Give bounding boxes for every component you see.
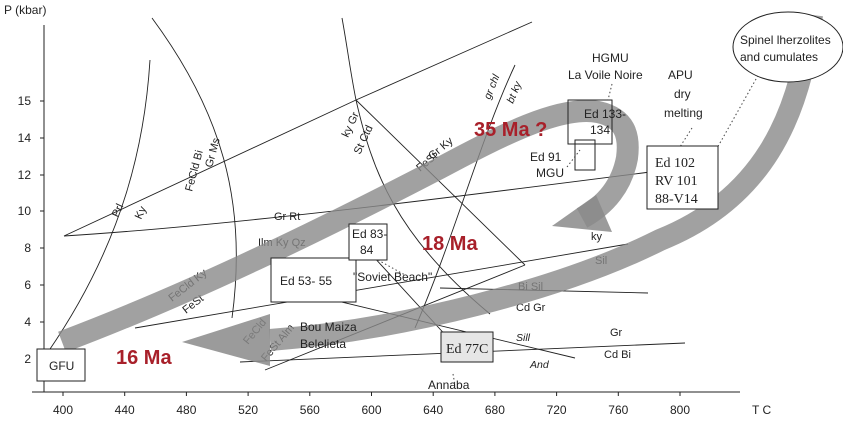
box-ed133-134 [567,99,613,145]
box-gfu [36,348,86,382]
box-ed102-line1: Ed 102 [655,156,695,171]
leader-annaba [452,373,456,386]
label-ky: Ky [133,204,150,221]
leader-soviet-beach [377,259,406,276]
label-bt-ky: bt ky [505,79,525,105]
label-fecld-bi: FeCld Bi [183,149,206,193]
label-hgmu: HGMU [592,51,629,65]
box-gfu-label: GFU [49,359,74,373]
label-gr-chl: gr chl [482,72,503,101]
path-lower-branch [269,13,823,351]
label-belelieta: Belelieta [300,337,346,351]
leader-spinel [715,71,761,151]
path-arrowhead-upper [552,195,612,232]
box-ed102-line3: 88-V14 [655,192,698,207]
spinel-label-2: and cumulates [740,50,818,64]
y-tick-label: 4 [24,315,31,329]
x-tick-label: 600 [361,403,381,417]
box-ed83-84-line2: 84 [360,243,374,257]
label-dry: dry [674,87,691,101]
box-ed83-84 [348,223,388,261]
gr-ky-fest-line [355,99,526,266]
label-bou-maiza: Bou Maiza [300,320,357,334]
leader-lines [377,71,761,386]
upper-vertical-line [341,17,357,101]
y-axis-title: P (kbar) [4,3,46,17]
label-cd-gr: Cd Gr [516,302,546,314]
y-tick-label: 2 [24,352,31,366]
age-labels: 35 Ma ? 18 Ma 16 Ma [116,119,547,369]
label-soviet-beach: "Soviet Beach" [353,270,432,284]
pt-path-arrow [58,13,823,366]
locality-labels: "Soviet Beach" Bou Maiza Belelieta Annab… [300,51,703,392]
axes: P (kbar) T C 2 4 6 8 10 12 14 15 400 440 480 520 56… [4,3,771,417]
x-tick-label: 560 [300,403,320,417]
spinel-ellipse [732,11,843,83]
sill-ky-line [134,243,629,329]
x-tick-label: 720 [547,403,567,417]
label-cd-bi: Cd Bi [604,349,631,361]
label-la-voile-noire: La Voile Noire [568,68,643,82]
x-tick-label: 480 [176,403,196,417]
leader-apu [677,127,693,151]
label-annaba: Annaba [428,378,470,392]
leader-hgmu [607,83,613,101]
gr-chl-line [414,64,516,329]
x-tick-label: 760 [608,403,628,417]
y-tick-label: 6 [24,278,31,292]
age-16ma: 16 Ma [116,347,172,369]
x-tick-label: 520 [238,403,258,417]
x-tick-label: 800 [670,403,690,417]
box-ed53-55-label: Ed 53- 55 [280,274,332,288]
label-and: And [529,359,550,371]
leader-ed91 [566,149,581,168]
box-ed133-134-line2: 134 [590,123,610,137]
x-ticks: 400 440 480 520 560 600 640 680 720 760 800 [53,392,690,417]
x-tick-label: 680 [485,403,505,417]
label-prl: Prl [110,202,127,219]
upper-right-line [355,21,533,101]
path-arrowhead-lower [182,314,270,366]
box-ed102 [646,145,719,210]
label-sill: Sill [516,332,531,344]
label-apu: APU [668,68,693,82]
box-ed133-134-line1: Ed 133- [584,107,626,121]
label-gr: Gr [610,327,623,339]
x-tick-label: 400 [53,403,73,417]
y-tick-label: 15 [18,94,32,108]
y-tick-label: 10 [18,204,32,218]
x-axis-title: T C [752,403,771,417]
box-ed83-84-line1: Ed 83- [352,227,387,241]
y-ticks: 2 4 6 8 10 12 14 15 [18,94,44,366]
prl-ky-line [47,59,151,353]
label-melting: melting [664,106,703,120]
label-gr-rt: Gr Rt [274,211,300,223]
box-ed77c-label: Ed 77C [446,342,488,357]
age-18ma: 18 Ma [422,233,478,255]
label-ky-small: ky [591,231,603,243]
x-tick-label: 440 [115,403,135,417]
path-upper-loop [58,100,639,353]
box-ed102-line2: RV 101 [655,174,698,189]
y-tick-label: 12 [18,168,32,182]
central-diagonal-line [371,254,451,341]
sample-boxes: GFU Ed 53- 55 Ed 83- 84 Ed 77C Ed 133- 1… [36,99,719,382]
y-tick-label: 14 [18,131,32,145]
label-mgu: MGU [536,166,564,180]
label-ed91: Ed 91 [530,150,562,164]
upper-left-line [63,99,357,237]
spinel-label-1: Spinel lherzolites [740,33,831,47]
box-ed91 [574,139,596,171]
age-35ma: 35 Ma ? [474,119,547,141]
y-tick-label: 8 [24,241,31,255]
x-tick-label: 640 [423,403,443,417]
box-ed53-55 [270,257,357,303]
box-ed77c [440,331,494,363]
